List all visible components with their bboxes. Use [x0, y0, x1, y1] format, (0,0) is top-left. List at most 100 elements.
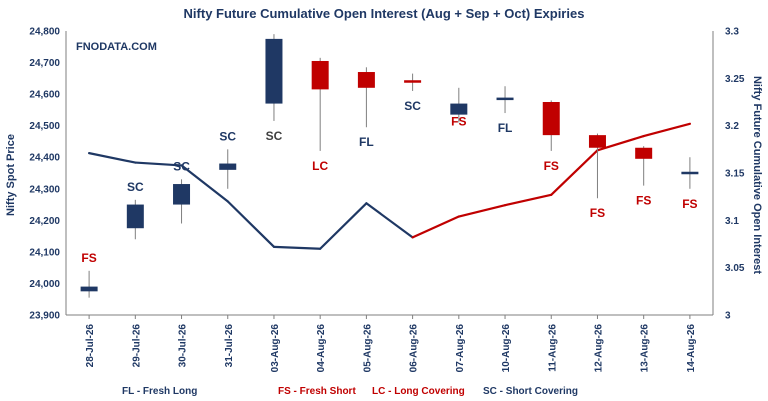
y-tick-label: 23,900 — [29, 311, 60, 322]
y2-tick-label: 3 — [725, 311, 731, 322]
x-tick-label: 14-Aug-26 — [686, 324, 697, 373]
oi-line-segment — [88, 152, 137, 164]
candle — [681, 157, 699, 189]
candle-body — [635, 147, 653, 159]
candle — [635, 146, 653, 186]
candle — [80, 270, 98, 298]
oi-line-segment — [411, 215, 460, 239]
x-tick-label: 31-Jul-26 — [224, 324, 235, 368]
oi-line-segment — [503, 193, 553, 207]
y-tick-label: 24,000 — [29, 279, 60, 290]
candle — [496, 86, 514, 114]
candle-body — [357, 72, 375, 88]
oi-line-segment — [134, 161, 183, 167]
oi-line-segment — [272, 245, 322, 250]
x-tick-label: 03-Aug-26 — [270, 324, 281, 373]
oi-line-segment — [365, 202, 414, 239]
y2-axis-label: Nifty Future Cumulative Open Interest — [751, 76, 763, 274]
x-tick-label: 29-Jul-26 — [131, 324, 142, 368]
candle — [357, 67, 375, 128]
candle-body — [126, 204, 144, 229]
signal-annotations: FS SC SC SC SC LC FL SC FS FL FS FS FS FS — [81, 99, 697, 265]
y-axis-label: Nifty Spot Price — [5, 134, 17, 216]
candle-body — [681, 171, 699, 175]
legend-entry: LC - Long Covering — [372, 386, 465, 397]
x-tick-label: 13-Aug-26 — [640, 324, 651, 373]
x-tick-label: 04-Aug-26 — [316, 324, 327, 373]
signal-label: SC — [404, 99, 421, 113]
candle-body — [542, 102, 560, 136]
y-tick-label: 24,800 — [29, 27, 60, 38]
y-tick-label: 24,100 — [29, 247, 60, 258]
signal-label: FS — [590, 206, 605, 220]
signal-label: FS — [682, 197, 697, 211]
signal-label: SC — [266, 129, 283, 143]
candle-body — [173, 184, 191, 205]
open-interest-line — [88, 122, 691, 250]
legend-entry: FL - Fresh Long — [122, 386, 197, 397]
legend: FL - Fresh Long FS - Fresh Short LC - Long… — [122, 386, 578, 397]
candle-body — [404, 80, 422, 83]
candle-body — [265, 38, 283, 104]
chart-title: Nifty Future Cumulative Open Interest (A… — [184, 6, 585, 21]
candle — [404, 73, 422, 91]
y-tick-label: 24,400 — [29, 153, 60, 164]
signal-label: FS — [451, 115, 466, 129]
y-tick-label: 24,500 — [29, 121, 60, 132]
signal-label: FS — [636, 194, 651, 208]
signal-label: SC — [173, 159, 190, 173]
y2-tick-label: 3.15 — [725, 169, 745, 180]
y-tick-label: 24,200 — [29, 216, 60, 227]
signal-label: FL — [498, 121, 513, 135]
y2-tick-label: 3.1 — [725, 216, 739, 227]
y2-tick-labels: 3.3 3.25 3.2 3.15 3.1 3.05 3 — [725, 27, 745, 322]
candle — [311, 57, 329, 151]
legend-entry: FS - Fresh Short — [278, 386, 356, 397]
x-tick-label: 11-Aug-26 — [547, 324, 558, 372]
candle-body — [588, 135, 606, 148]
candles — [80, 34, 699, 298]
candle — [542, 100, 560, 151]
x-tick-label: 10-Aug-26 — [501, 324, 512, 373]
oi-line-segment — [596, 134, 645, 152]
x-tick-label: 05-Aug-26 — [362, 324, 373, 373]
y-tick-label: 24,300 — [29, 184, 60, 195]
x-tick-labels: 28-Jul-26 29-Jul-26 30-Jul-26 31-Jul-26 03-A… — [85, 315, 697, 372]
oi-line-segment — [642, 122, 691, 138]
signal-label: SC — [127, 180, 144, 194]
x-tick-label: 06-Aug-26 — [409, 324, 420, 373]
candle — [588, 133, 606, 199]
x-tick-label: 28-Jul-26 — [85, 324, 96, 368]
oi-line-segment — [457, 204, 507, 218]
watermark: FNODATA.COM — [76, 41, 157, 53]
x-tick-label: 12-Aug-26 — [593, 324, 604, 373]
x-tick-label: 30-Jul-26 — [178, 324, 189, 368]
oi-line-segment — [180, 164, 229, 203]
oi-line-segment — [550, 149, 599, 196]
candle-body — [450, 103, 468, 115]
x-tick-label: 07-Aug-26 — [455, 324, 466, 373]
y2-tick-label: 3.3 — [725, 27, 739, 38]
candle — [265, 34, 283, 121]
y-tick-labels: 24,800 24,700 24,600 24,500 24,400 24,300 24,2… — [29, 27, 60, 322]
candle — [450, 87, 468, 123]
candle — [126, 199, 144, 240]
signal-label: FS — [81, 251, 96, 265]
signal-label: LC — [312, 159, 328, 173]
oi-line-segment — [226, 200, 276, 248]
candle — [219, 149, 237, 189]
signal-label: FL — [359, 135, 374, 149]
signal-label: FS — [544, 159, 559, 173]
oi-line-segment — [319, 202, 368, 250]
y-tick-label: 24,700 — [29, 58, 60, 69]
candle-body — [219, 163, 237, 170]
candle — [173, 179, 191, 224]
signal-label: SC — [219, 129, 236, 143]
legend-entry: SC - Short Covering — [483, 386, 578, 397]
candle-body — [311, 60, 329, 90]
y2-tick-label: 3.2 — [725, 121, 739, 132]
y2-tick-label: 3.05 — [725, 263, 745, 274]
candle-body — [80, 286, 98, 292]
y-tick-label: 24,600 — [29, 90, 60, 101]
